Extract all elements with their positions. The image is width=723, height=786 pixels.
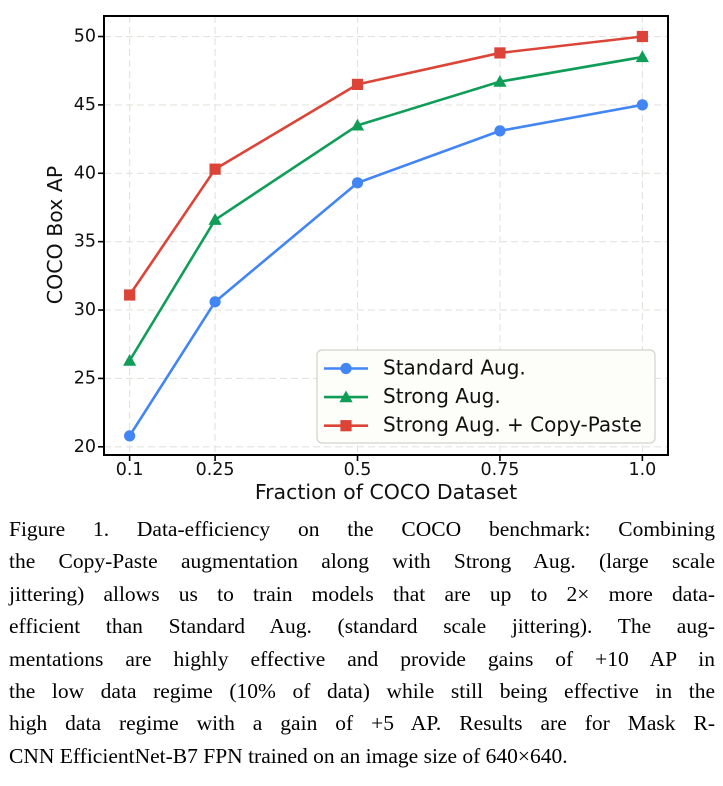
caption-line: CNN EfficientNet-B7 FPN trained on an im… bbox=[9, 743, 568, 768]
triangle-marker bbox=[339, 390, 353, 403]
x-tick-label: 0.75 bbox=[480, 460, 519, 480]
square-marker bbox=[209, 163, 221, 175]
figure-caption: Figure 1. Data-efficiency on the COCO be… bbox=[9, 513, 715, 772]
y-tick-label: 35 bbox=[74, 232, 96, 252]
x-tick-label: 1.0 bbox=[628, 460, 656, 480]
square-marker bbox=[636, 30, 648, 43]
triangle-marker bbox=[350, 118, 365, 131]
legend-label: Standard Aug. bbox=[383, 356, 526, 380]
plot-border bbox=[103, 15, 669, 456]
x-tick-label: 0.1 bbox=[116, 460, 144, 480]
legend-item: Strong Aug. + Copy-Paste bbox=[324, 413, 642, 437]
circle-marker bbox=[124, 430, 136, 442]
caption-line: jittering) allows us to train models tha… bbox=[9, 581, 715, 606]
series-circle bbox=[124, 99, 648, 442]
legend: Standard Aug. Strong Aug. Strong Aug. + Co… bbox=[316, 349, 656, 444]
legend-item: Strong Aug. bbox=[324, 384, 501, 408]
legend-label: Strong Aug. bbox=[383, 384, 501, 408]
triangle-marker bbox=[635, 50, 649, 63]
coco-ap-chart: Standard Aug. Strong Aug. Strong Aug. + Co… bbox=[43, 15, 669, 504]
circle-marker bbox=[340, 362, 352, 375]
square-marker bbox=[494, 47, 506, 59]
circle-marker bbox=[209, 296, 221, 308]
y-tick-label: 25 bbox=[74, 368, 96, 388]
square-marker bbox=[340, 420, 352, 432]
ticks bbox=[98, 35, 644, 461]
caption-line: mentations are highly effective and prov… bbox=[9, 646, 715, 671]
series-square bbox=[124, 30, 648, 301]
triangle-marker bbox=[123, 354, 137, 366]
x-tick-label: 0.25 bbox=[196, 460, 235, 480]
legend-item: Standard Aug. bbox=[324, 356, 526, 380]
circle-marker bbox=[351, 177, 364, 189]
x-tick-label: 0.5 bbox=[344, 460, 372, 480]
circle-marker bbox=[636, 99, 648, 111]
y-tick-label: 50 bbox=[74, 27, 96, 47]
y-tick-label: 40 bbox=[74, 163, 96, 183]
circle-marker bbox=[494, 125, 506, 137]
chart-svg: Standard Aug. Strong Aug. Strong Aug. + Co… bbox=[43, 15, 669, 504]
series-triangle bbox=[123, 50, 649, 366]
y-tick-label: 20 bbox=[74, 437, 96, 457]
square-marker bbox=[124, 289, 136, 301]
caption-line: efficient than Standard Aug. (standard s… bbox=[9, 614, 715, 639]
series-line bbox=[128, 35, 644, 297]
triangle-marker bbox=[493, 75, 507, 87]
legend-box bbox=[316, 349, 656, 444]
x-axis-label: Fraction of COCO Dataset bbox=[255, 480, 517, 504]
legend-label: Strong Aug. + Copy-Paste bbox=[383, 413, 642, 437]
y-tick-label: 30 bbox=[74, 300, 96, 320]
caption-line: Figure 1. Data-efficiency on the COCO be… bbox=[9, 517, 715, 541]
caption-line: high data regime with a gain of +5 AP. R… bbox=[9, 711, 715, 736]
caption-line: the low data regime (10% of data) while … bbox=[9, 679, 715, 704]
y-tick-label: 45 bbox=[74, 95, 96, 115]
square-marker bbox=[351, 78, 364, 90]
triangle-marker bbox=[208, 213, 222, 225]
caption-line: the Copy-Paste augmentation along with S… bbox=[9, 549, 715, 574]
y-axis-label: COCO Box AP bbox=[43, 166, 67, 304]
